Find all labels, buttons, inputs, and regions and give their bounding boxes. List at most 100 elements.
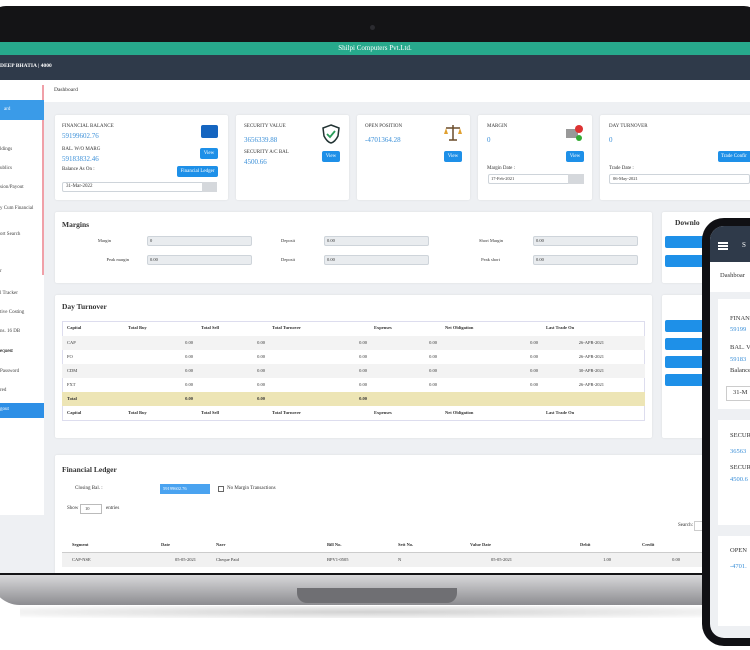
shield-icon xyxy=(322,124,340,144)
row-stripe xyxy=(62,553,742,567)
sidebar-active[interactable] xyxy=(0,403,44,418)
table-cell: 0.00 xyxy=(257,381,265,387)
button-label[interactable]: View xyxy=(569,154,581,160)
column-footer: Total Sell xyxy=(201,409,219,415)
column-footer: Total Turnover xyxy=(272,409,301,415)
button[interactable] xyxy=(566,151,584,162)
phone-screen xyxy=(710,226,750,638)
button-label[interactable]: View xyxy=(447,154,459,160)
wallet-icon xyxy=(201,125,218,138)
sidebar-item[interactable]: ort Search xyxy=(0,232,21,238)
table-cell: 26-APR-2021 xyxy=(578,339,604,345)
panel-title: Financial Ledger xyxy=(62,464,117,474)
sidebar-item[interactable]: tive Costing xyxy=(0,310,25,316)
button-label[interactable]: View xyxy=(325,154,337,160)
card-label: BAL. W/O MARG xyxy=(62,147,101,153)
button[interactable] xyxy=(665,320,713,332)
field-value: 0 xyxy=(150,237,153,243)
sidebar-item[interactable]: ns. 16 DB xyxy=(0,329,21,335)
table-cell: 0.00 xyxy=(257,367,265,373)
sidebar-item[interactable]: equest xyxy=(0,349,13,355)
checkbox[interactable] xyxy=(218,486,224,492)
column-header[interactable]: Debit xyxy=(580,541,591,547)
margins-panel xyxy=(55,212,652,283)
field-label: Deposit xyxy=(281,256,295,262)
column-header: Expenses xyxy=(374,324,392,330)
button[interactable] xyxy=(718,151,750,162)
sidebar-item[interactable]: r xyxy=(0,269,2,275)
sidebar-item[interactable]: red xyxy=(0,388,7,394)
checkbox-label[interactable]: No Margin Transactions xyxy=(227,486,276,492)
column-header[interactable]: Bill No. xyxy=(327,541,342,547)
sidebar-item[interactable]: ldings xyxy=(0,147,13,153)
table-cell: FXT xyxy=(67,381,76,387)
table-header-line xyxy=(62,552,742,553)
column-header[interactable]: Sett No. xyxy=(398,541,414,547)
sidebar-item[interactable]: sion/Payout xyxy=(0,185,24,191)
user-name: DEEP BHATIA | 4000 xyxy=(0,62,52,69)
calendar-button[interactable] xyxy=(568,174,584,184)
column-footer: Total Buy xyxy=(128,409,147,415)
date: 31-Mar-2022 xyxy=(66,184,93,190)
scale-icon xyxy=(444,125,462,141)
camera xyxy=(370,25,375,30)
margin-icon xyxy=(566,125,583,141)
laptop-screen xyxy=(0,42,750,573)
panel-title: Downlo xyxy=(675,217,700,227)
button[interactable] xyxy=(444,151,462,162)
card-label: OPEN POSITION xyxy=(365,124,403,130)
search-label: Search: xyxy=(678,523,693,529)
laptop-shadow xyxy=(20,606,720,618)
column-footer: Net Obligation xyxy=(445,409,474,415)
field-value: 0.00 xyxy=(536,237,544,243)
sidebar-item[interactable]: y Cum Financial xyxy=(0,206,34,212)
column-header[interactable]: Segment xyxy=(72,541,89,547)
column-header[interactable]: Date xyxy=(161,541,170,547)
card-label: Balance As On : xyxy=(62,167,95,173)
column-footer: Last Trade On xyxy=(546,409,575,415)
column-header[interactable]: Narr xyxy=(216,541,226,547)
panel-title: Margins xyxy=(62,219,90,229)
button[interactable] xyxy=(665,338,713,350)
calendar-button[interactable] xyxy=(202,182,217,192)
select-value[interactable]: 10 xyxy=(85,505,90,511)
sidebar-item[interactable]: l Tracker xyxy=(0,291,18,297)
button-label[interactable]: View xyxy=(203,151,215,157)
input xyxy=(147,236,252,246)
table-cell: 05-05-2021 xyxy=(175,556,196,562)
phone-card xyxy=(718,420,750,525)
table-cell: 0.00 xyxy=(185,353,193,359)
column-header[interactable]: Value Date xyxy=(470,541,491,547)
column-header: Capital xyxy=(67,324,82,330)
card-label: Balance xyxy=(730,367,750,375)
sidebar-item[interactable]: ard xyxy=(4,107,11,113)
sidebar-item[interactable]: Password xyxy=(0,369,20,375)
button-label[interactable]: Trade Confir xyxy=(721,154,747,160)
column-header[interactable]: Credit xyxy=(642,541,655,547)
button-label[interactable]: Financial Ledger xyxy=(180,169,215,175)
date: 17-Feb-2021 xyxy=(491,175,515,181)
button[interactable] xyxy=(665,374,713,386)
sidebar-item[interactable]: ublics xyxy=(0,166,12,172)
sidebar-active[interactable] xyxy=(0,100,44,120)
sidebar-item[interactable]: gout xyxy=(0,407,9,413)
phone-date-input[interactable] xyxy=(726,386,750,401)
table-cell: 0.00 xyxy=(429,339,437,345)
button[interactable] xyxy=(322,151,340,162)
table-cell: 0.00 xyxy=(185,367,193,373)
phone-breadcrumb: Dashboar xyxy=(720,272,745,280)
button[interactable] xyxy=(177,166,218,177)
button[interactable] xyxy=(200,148,218,159)
total-cell: Total xyxy=(67,395,77,401)
table-cell: 26-APR-2021 xyxy=(578,381,604,387)
entries-select[interactable] xyxy=(80,504,102,514)
breadcrumb: Dashboard xyxy=(54,86,78,93)
label: entries xyxy=(106,506,120,512)
card-value: -4701. xyxy=(730,563,747,571)
column-header: Total Buy xyxy=(128,324,147,330)
field-label: Peak short xyxy=(481,256,500,262)
breadcrumb-bar xyxy=(44,80,750,102)
hamburger[interactable] xyxy=(718,242,728,244)
button[interactable] xyxy=(665,356,713,368)
table-cell: 0.00 xyxy=(185,339,193,345)
